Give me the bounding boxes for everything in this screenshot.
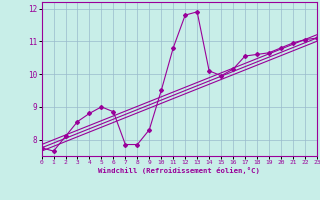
X-axis label: Windchill (Refroidissement éolien,°C): Windchill (Refroidissement éolien,°C): [98, 167, 260, 174]
